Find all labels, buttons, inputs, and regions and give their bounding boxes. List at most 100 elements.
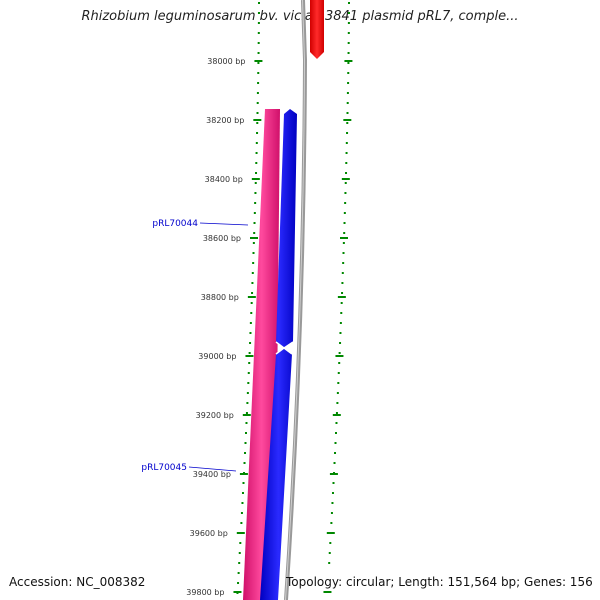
scale-dot bbox=[257, 52, 260, 54]
scale-dot bbox=[253, 222, 256, 224]
scale-dot bbox=[255, 172, 258, 174]
scale-dot bbox=[341, 272, 344, 274]
tick-label: 39000 bp bbox=[198, 352, 236, 361]
gene-pRL70045-arrow bbox=[260, 109, 297, 600]
scale-dot bbox=[344, 182, 347, 184]
scale-dot bbox=[252, 252, 255, 254]
scale-dot bbox=[333, 462, 336, 464]
scale-dot bbox=[347, 72, 350, 74]
scale-dot bbox=[347, 52, 350, 54]
scale-dot bbox=[334, 452, 337, 454]
scale-dot bbox=[248, 352, 251, 354]
tick-label: 39400 bp bbox=[193, 470, 231, 479]
scale-dot bbox=[328, 562, 331, 564]
scale-dot bbox=[335, 412, 338, 414]
scale-dot bbox=[251, 282, 254, 284]
scale-dot bbox=[249, 322, 252, 324]
scale-dot bbox=[345, 142, 348, 144]
scale-dot bbox=[244, 452, 247, 454]
scale-dot bbox=[344, 192, 347, 194]
scale-dot bbox=[332, 482, 335, 484]
scale-dot bbox=[343, 222, 346, 224]
gene-label-pRL70044[interactable]: pRL70044 bbox=[152, 219, 198, 229]
tick-label: 39800 bp bbox=[186, 588, 224, 597]
scale-dot bbox=[255, 152, 258, 154]
tick-label: 38800 bp bbox=[201, 293, 239, 302]
scale-dot bbox=[248, 362, 251, 364]
scale-dot bbox=[347, 62, 350, 64]
scale-dots-right bbox=[328, 2, 350, 564]
scale-dot bbox=[257, 12, 260, 14]
scale-dot bbox=[338, 362, 341, 364]
scale-dot bbox=[334, 432, 337, 434]
scale-dot bbox=[255, 162, 258, 164]
scale-dot bbox=[331, 492, 334, 494]
scale-dot bbox=[240, 512, 243, 514]
tick-label: 39200 bp bbox=[196, 411, 234, 420]
scale-dot bbox=[251, 272, 254, 274]
scale-dot bbox=[257, 22, 260, 24]
tick-label: 38400 bp bbox=[205, 175, 243, 184]
scale-dot bbox=[257, 32, 260, 34]
scale-dot bbox=[334, 442, 337, 444]
scale-dot bbox=[342, 262, 345, 264]
scale-dot bbox=[256, 112, 259, 114]
scale-dot bbox=[240, 522, 243, 524]
scale-dot bbox=[244, 432, 247, 434]
scale-dot bbox=[347, 22, 350, 24]
scale-dot bbox=[246, 392, 249, 394]
scale-dot bbox=[347, 42, 350, 44]
scale-dot bbox=[250, 302, 253, 304]
scale-dot bbox=[344, 202, 347, 204]
scale-dot bbox=[244, 442, 247, 444]
scale-dot bbox=[250, 312, 253, 314]
scale-dot bbox=[253, 212, 256, 214]
scale-dot bbox=[337, 382, 340, 384]
scale-dot bbox=[253, 232, 256, 234]
scale-dot bbox=[257, 82, 260, 84]
gene-label-leader bbox=[199, 222, 249, 226]
scale-dot bbox=[256, 102, 259, 104]
scale-dot bbox=[247, 382, 250, 384]
scale-dot bbox=[346, 102, 349, 104]
scale-dot bbox=[347, 12, 350, 14]
scale-dot bbox=[257, 72, 260, 74]
scale-dot bbox=[342, 252, 345, 254]
tick-label: 38200 bp bbox=[206, 116, 244, 125]
scale-dot bbox=[345, 152, 348, 154]
scale-dot bbox=[342, 242, 345, 244]
tick-label: 38600 bp bbox=[203, 234, 241, 243]
scale-dot bbox=[251, 292, 254, 294]
scale-dot bbox=[249, 342, 252, 344]
scale-dot bbox=[330, 512, 333, 514]
scale-dot bbox=[238, 562, 241, 564]
scale-dot bbox=[241, 502, 244, 504]
gene-label-leader bbox=[188, 466, 237, 472]
scale-dot bbox=[346, 92, 349, 94]
scale-dot bbox=[254, 182, 257, 184]
gene-join-mark bbox=[282, 341, 294, 355]
scale-dot bbox=[256, 92, 259, 94]
map-title: Rhizobium leguminosarum bv. viciae 3841 … bbox=[81, 9, 519, 24]
scale-dot bbox=[341, 282, 344, 284]
scale-dot bbox=[346, 112, 349, 114]
scale-dot bbox=[237, 572, 240, 574]
scale-dot bbox=[328, 552, 331, 554]
gene-label-pRL70045[interactable]: pRL70045 bbox=[141, 463, 187, 473]
scale-dot bbox=[347, 32, 350, 34]
scale-dot bbox=[243, 462, 246, 464]
gene-red-arrow bbox=[310, 0, 324, 59]
scale-dot bbox=[338, 352, 341, 354]
scale-dot bbox=[257, 2, 260, 4]
scale-dot bbox=[329, 542, 332, 544]
scale-dot bbox=[254, 202, 257, 204]
scale-dot bbox=[346, 122, 349, 124]
scale-dot bbox=[345, 162, 348, 164]
scale-dot bbox=[340, 312, 343, 314]
scale-dot bbox=[339, 332, 342, 334]
scale-dot bbox=[339, 342, 342, 344]
scale-dot bbox=[254, 192, 257, 194]
scale-dot bbox=[252, 262, 255, 264]
scale-dot bbox=[246, 402, 249, 404]
